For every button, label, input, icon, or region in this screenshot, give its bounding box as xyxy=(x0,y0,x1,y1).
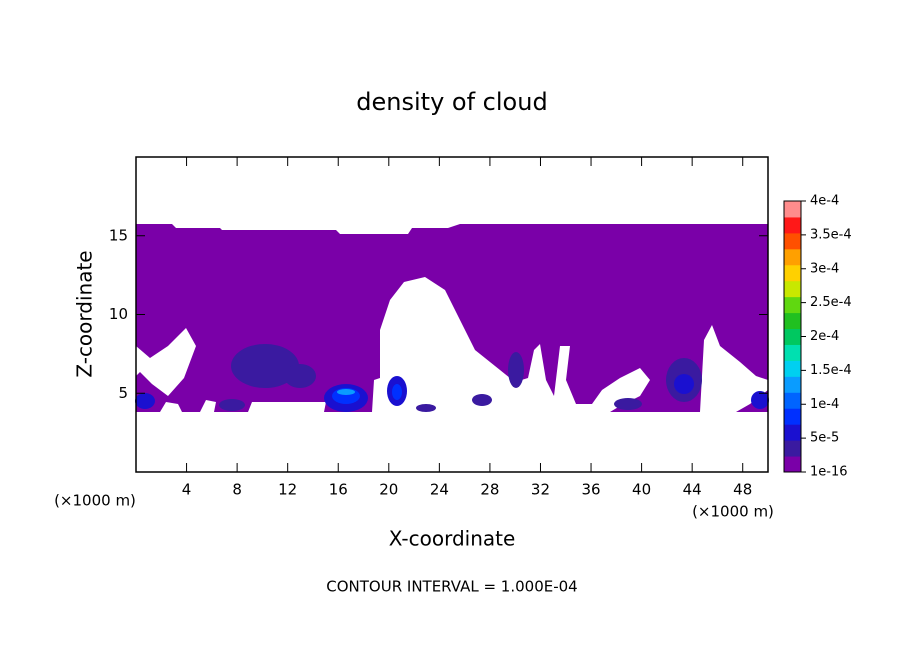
x-tick-label: 24 xyxy=(430,481,449,499)
colorbar-tick-label: 1e-4 xyxy=(810,397,839,412)
y-tick-label: 10 xyxy=(109,305,128,323)
colorbar-band xyxy=(784,248,801,266)
contour-gap xyxy=(700,325,768,412)
colorbar-tick-label: 5e-5 xyxy=(810,431,839,446)
colorbar-band xyxy=(784,264,801,282)
contour-region xyxy=(674,374,694,394)
x-tick-label: 4 xyxy=(182,481,192,499)
contour-region xyxy=(472,394,492,406)
colorbar-band xyxy=(784,456,801,473)
colorbar-tick-label: 3e-4 xyxy=(810,261,839,276)
colorbar-tick-label: 3.5e-4 xyxy=(810,227,852,242)
x-tick-label: 20 xyxy=(379,481,398,499)
x-tick-label: 12 xyxy=(278,481,297,499)
y-axis-label: Z-coordinate xyxy=(73,250,97,377)
chart-title: density of cloud xyxy=(356,88,547,116)
footer-note: CONTOUR INTERVAL = 1.000E-04 xyxy=(326,578,577,596)
y-unit-label: (×1000 m) xyxy=(54,492,136,510)
colorbar-band xyxy=(784,344,801,361)
contour-gap xyxy=(160,378,384,412)
colorbar-tick-label: 2e-4 xyxy=(810,329,839,344)
contour-region xyxy=(231,344,299,388)
contour-region xyxy=(392,384,402,400)
colorbar-band xyxy=(784,216,801,234)
colorbar-band xyxy=(784,360,801,377)
colorbar-tick-label: 2.5e-4 xyxy=(810,295,852,310)
colorbar-band xyxy=(784,328,801,345)
colorbar-band xyxy=(784,312,801,330)
x-unit-label: (×1000 m) xyxy=(692,503,774,521)
x-tick-label: 36 xyxy=(581,481,600,499)
contour-region xyxy=(284,364,316,388)
contour-gap xyxy=(380,277,650,412)
colorbar-band xyxy=(784,408,801,425)
colorbar-band xyxy=(784,296,801,314)
contour-region xyxy=(416,404,436,412)
x-tick-label: 28 xyxy=(480,481,499,499)
contour-gap xyxy=(136,328,196,396)
colorbar-band xyxy=(784,440,801,457)
colorbar-tick-label: 1.5e-4 xyxy=(810,363,852,378)
contour-region xyxy=(135,393,155,409)
contour-region xyxy=(751,391,769,409)
colorbar-band xyxy=(784,201,801,218)
colorbar-tick-label: 4e-4 xyxy=(810,194,839,209)
colorbar-band xyxy=(784,376,801,393)
x-tick-label: 48 xyxy=(733,481,752,499)
x-axis-label: X-coordinate xyxy=(389,527,516,551)
x-tick-label: 40 xyxy=(632,481,651,499)
contour-region xyxy=(614,398,642,410)
x-tick-label: 8 xyxy=(232,481,242,499)
contour-region xyxy=(219,399,245,411)
contour-region xyxy=(337,389,355,395)
contour-field xyxy=(135,224,769,412)
colorbar-tick-label: 1e-16 xyxy=(810,465,848,480)
colorbar-band xyxy=(784,280,801,298)
contour-region xyxy=(508,352,524,388)
x-tick-label: 44 xyxy=(683,481,702,499)
colorbar-band xyxy=(784,232,801,250)
y-tick-label: 15 xyxy=(109,226,128,244)
x-tick-label: 32 xyxy=(531,481,550,499)
y-tick-label: 5 xyxy=(118,384,128,402)
x-tick-label: 16 xyxy=(329,481,348,499)
colorbar-band xyxy=(784,392,801,409)
colorbar-band xyxy=(784,424,801,441)
